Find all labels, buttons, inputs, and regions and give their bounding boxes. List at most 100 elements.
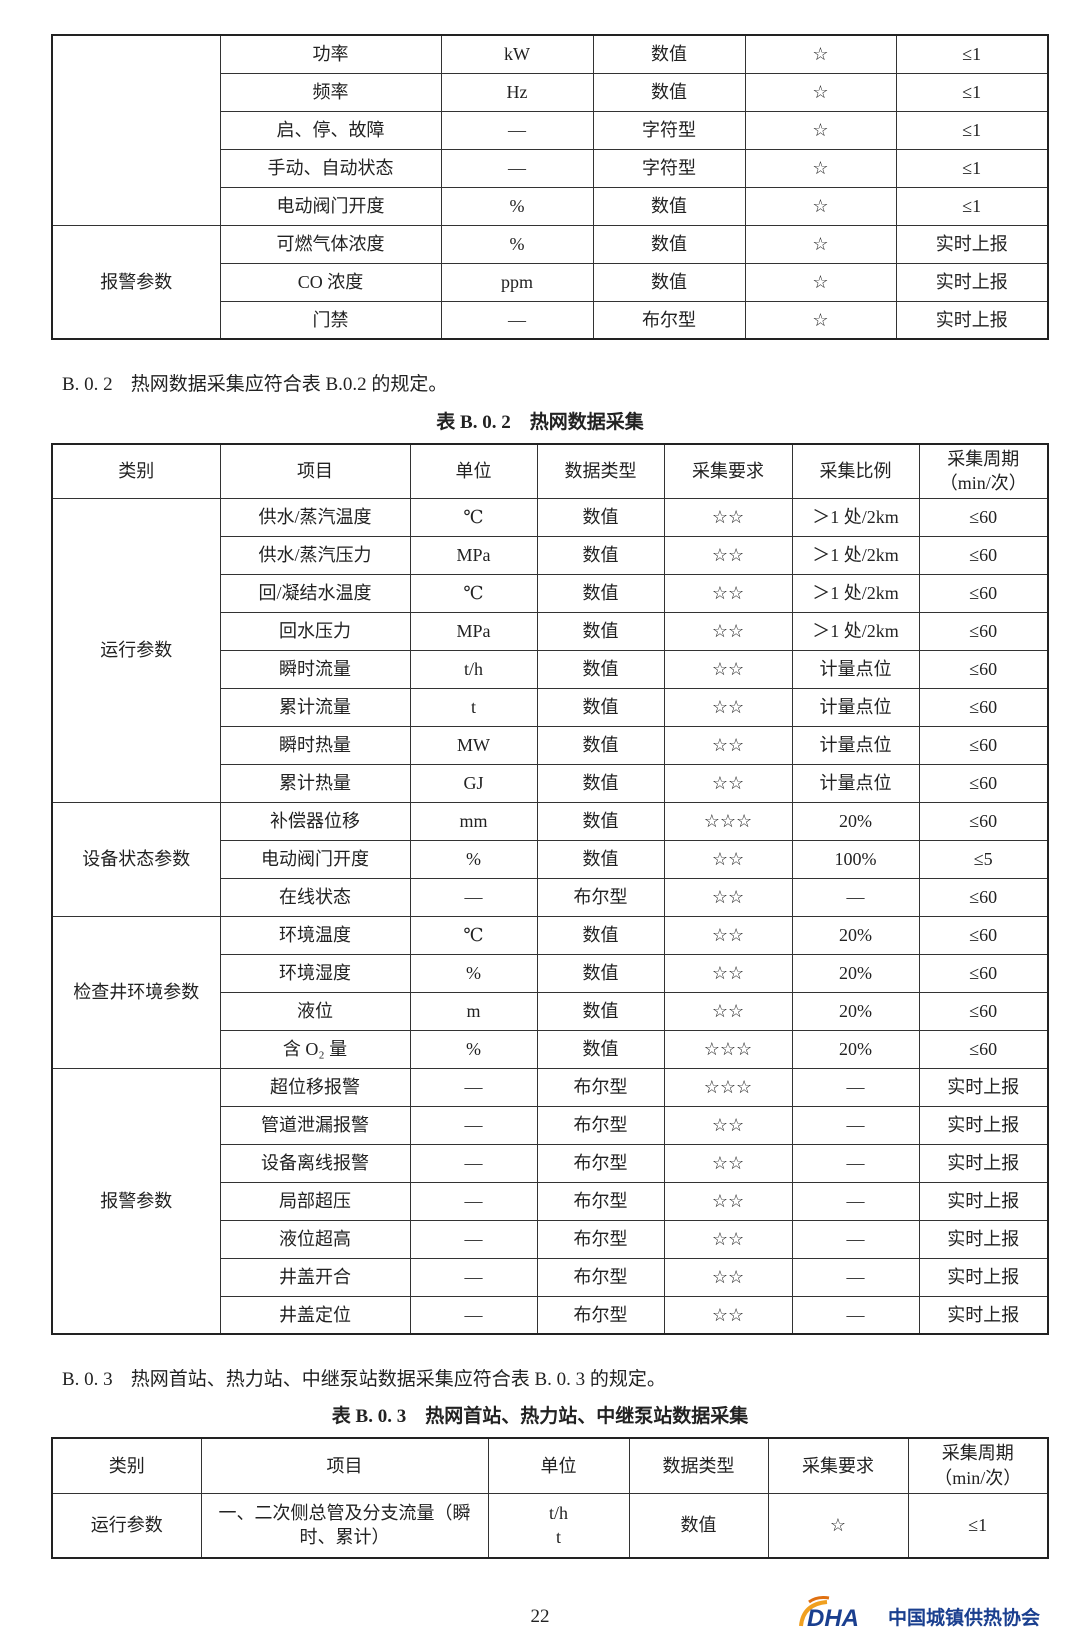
header-cell: 数据类型 bbox=[536, 443, 665, 499]
cell: ≤60 bbox=[918, 877, 1049, 917]
cell: 布尔型 bbox=[536, 877, 665, 917]
cell: — bbox=[440, 110, 594, 150]
row: 回水压力 MPa 数值 ☆☆ ＞1 处/2km ≤60 bbox=[52, 611, 1049, 651]
cell: ＞1 处/2km bbox=[791, 611, 920, 651]
category-cell: 报警参数 bbox=[51, 1067, 221, 1335]
cell: MW bbox=[409, 725, 538, 765]
cell: — bbox=[409, 1219, 538, 1259]
row: 瞬时热量 MW 数值 ☆☆ 计量点位 ≤60 bbox=[52, 725, 1049, 765]
cell: ≤60 bbox=[918, 801, 1049, 841]
table-title: 表 B. 0. 3 热网首站、热力站、中继泵站数据采集 bbox=[331, 1406, 749, 1427]
cell: MPa bbox=[409, 611, 538, 651]
cell: 数值 bbox=[592, 72, 746, 112]
cell: 布尔型 bbox=[536, 1067, 665, 1107]
cell: 含 O₂ 量 bbox=[219, 1029, 411, 1069]
logo: DHA 中国城镇供热协会 bbox=[799, 1596, 1040, 1632]
cell: 补偿器位移 bbox=[219, 801, 411, 841]
cell: kW bbox=[440, 34, 594, 74]
cell: ☆☆ bbox=[663, 573, 793, 613]
cell: — bbox=[440, 300, 594, 340]
section-text: 热网数据采集应符合表 B.0.2 的规定。 bbox=[130, 374, 448, 395]
row: 回/凝结水温度 ℃ 数值 ☆☆ ＞1 处/2km ≤60 bbox=[52, 573, 1049, 613]
cell: ☆ bbox=[744, 148, 897, 188]
cell: 实时上报 bbox=[895, 300, 1049, 340]
table: 类别 项目 单位 数据类型 采集要求 采集周期 （min/次） 运行参数 一、二次侧总管及分支… bbox=[51, 1437, 1049, 1559]
cell: 数值 bbox=[592, 186, 746, 226]
cell: 布尔型 bbox=[536, 1143, 665, 1183]
cell: ℃ bbox=[409, 497, 538, 537]
header-cell: 项目 bbox=[219, 443, 411, 499]
cell: — bbox=[409, 1181, 538, 1221]
cell: ☆☆ bbox=[663, 649, 793, 689]
cell: ☆☆ bbox=[663, 535, 793, 575]
cell: ≤60 bbox=[918, 953, 1049, 993]
cell: 数值 bbox=[628, 1492, 769, 1559]
cell: 实时上报 bbox=[895, 262, 1049, 302]
cell: 瞬时流量 bbox=[219, 649, 411, 689]
header-cell: 单位 bbox=[487, 1437, 630, 1494]
row: 功率 kW 数值 ☆ ≤1 bbox=[51, 34, 1049, 226]
cell: 字符型 bbox=[592, 148, 746, 188]
table-body: 类别 项目 单位 数据类型 采集要求 采集比例 采集周期 （min/次） 运行参数 供水/蒸汽温… bbox=[51, 443, 1049, 1335]
cell: ☆☆☆ bbox=[663, 801, 793, 841]
cell: 数值 bbox=[536, 1029, 665, 1069]
cell: — bbox=[409, 1257, 538, 1297]
cell: ☆☆ bbox=[663, 1219, 793, 1259]
cell: ☆☆ bbox=[663, 611, 793, 651]
header-cell: 采集周期 （min/次） bbox=[907, 1437, 1049, 1494]
cell: ≤60 bbox=[918, 1029, 1049, 1069]
cell: ≤1 bbox=[907, 1492, 1049, 1559]
cell: 计量点位 bbox=[791, 763, 920, 803]
cell: ≤60 bbox=[918, 535, 1049, 575]
cell: 数值 bbox=[536, 953, 665, 993]
cell: 频率 bbox=[219, 72, 442, 112]
header-cell: 类别 bbox=[51, 1437, 202, 1494]
table: 类别 项目 单位 数据类型 采集要求 采集比例 采集周期 （min/次） 运行参数 供水/蒸汽温… bbox=[51, 443, 1049, 1335]
table-body: 类别 项目 单位 数据类型 采集要求 采集周期 （min/次） 运行参数 一、二次侧总管及分支… bbox=[51, 1437, 1049, 1559]
cell: — bbox=[791, 877, 920, 917]
row: 井盖开合 — 布尔型 ☆☆ — 实时上报 bbox=[52, 1257, 1049, 1297]
cell: — bbox=[791, 1219, 920, 1259]
cell: 管道泄漏报警 bbox=[219, 1105, 411, 1145]
cell: 计量点位 bbox=[791, 725, 920, 765]
cell: 环境温度 bbox=[219, 915, 411, 955]
cell: ☆☆ bbox=[663, 915, 793, 955]
cell: — bbox=[409, 1067, 538, 1107]
cell: 布尔型 bbox=[592, 300, 746, 340]
cell: ☆☆ bbox=[663, 763, 793, 803]
cell: 实时上报 bbox=[918, 1295, 1049, 1335]
cell: ☆☆ bbox=[663, 877, 793, 917]
cell: ☆☆☆ bbox=[663, 1029, 793, 1069]
cell: — bbox=[791, 1143, 920, 1183]
cell: 数值 bbox=[536, 725, 665, 765]
row: 井盖定位 — 布尔型 ☆☆ — 实时上报 bbox=[52, 1295, 1049, 1335]
cell: 数值 bbox=[536, 915, 665, 955]
category-cell: 运行参数 bbox=[51, 1492, 202, 1559]
cell: ≤5 bbox=[918, 839, 1049, 879]
logo-name: 中国城镇供热协会 bbox=[888, 1606, 1040, 1629]
cell: ☆☆ bbox=[663, 1143, 793, 1183]
cell: 20% bbox=[791, 991, 920, 1031]
page-number: 22 bbox=[530, 1606, 550, 1627]
category-cell: 运行参数 bbox=[51, 497, 221, 803]
cell: — bbox=[409, 877, 538, 917]
category-cell: 报警参数 bbox=[51, 224, 221, 340]
cell: CO 浓度 bbox=[219, 262, 442, 302]
cell: 在线状态 bbox=[219, 877, 411, 917]
row: 设备离线报警 — 布尔型 ☆☆ — 实时上报 bbox=[52, 1143, 1049, 1183]
cell: ≤60 bbox=[918, 763, 1049, 803]
cell: 数值 bbox=[536, 801, 665, 841]
cell: GJ bbox=[409, 763, 538, 803]
cell: 井盖定位 bbox=[219, 1295, 411, 1335]
cell: ℃ bbox=[409, 915, 538, 955]
cell: 数值 bbox=[536, 839, 665, 879]
cell: 环境湿度 bbox=[219, 953, 411, 993]
section-b02: B. 0. 2 热网数据采集应符合表 B.0.2 的规定。 bbox=[62, 369, 447, 396]
cell: 累计流量 bbox=[219, 687, 411, 727]
cell: ☆☆ bbox=[663, 1105, 793, 1145]
cell: % bbox=[440, 186, 594, 226]
cell: 实时上报 bbox=[918, 1257, 1049, 1297]
cell: 计量点位 bbox=[791, 649, 920, 689]
cell: ≤60 bbox=[918, 497, 1049, 537]
cell: 数值 bbox=[536, 497, 665, 537]
